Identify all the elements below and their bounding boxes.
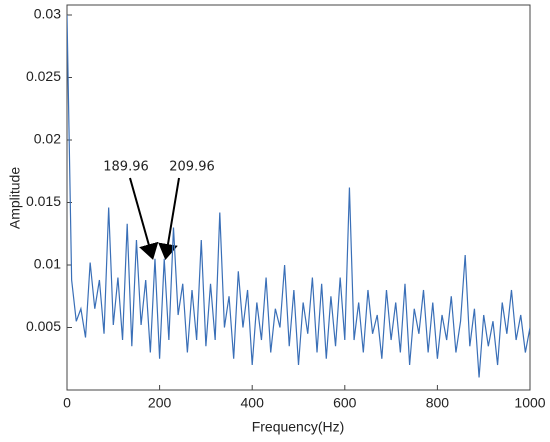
x-tick-label: 600 bbox=[333, 395, 357, 411]
data-line bbox=[67, 14, 530, 378]
arrow bbox=[129, 177, 159, 260]
y-axis-label: Amplitude bbox=[7, 167, 23, 229]
arrow bbox=[158, 177, 180, 260]
plot-box bbox=[66, 4, 531, 391]
x-tick-label: 400 bbox=[241, 395, 265, 411]
x-tick-label: 0 bbox=[63, 395, 71, 411]
y-tick-label: 0.01 bbox=[34, 256, 61, 272]
annotation: 189.96 bbox=[103, 160, 149, 175]
y-tick-label: 0.005 bbox=[26, 318, 61, 334]
x-axis-label: Frequency(Hz) bbox=[252, 419, 345, 435]
y-tick-label: 0.02 bbox=[34, 131, 61, 147]
x-tick-label: 800 bbox=[426, 395, 450, 411]
annotation: 209.96 bbox=[169, 160, 215, 175]
x-tick-label: 200 bbox=[148, 395, 172, 411]
y-tick-label: 0.015 bbox=[26, 193, 61, 209]
y-tick-label: 0.025 bbox=[26, 68, 61, 84]
x-tick-label: 1000 bbox=[514, 395, 545, 411]
y-tick-label: 0.03 bbox=[34, 6, 61, 22]
